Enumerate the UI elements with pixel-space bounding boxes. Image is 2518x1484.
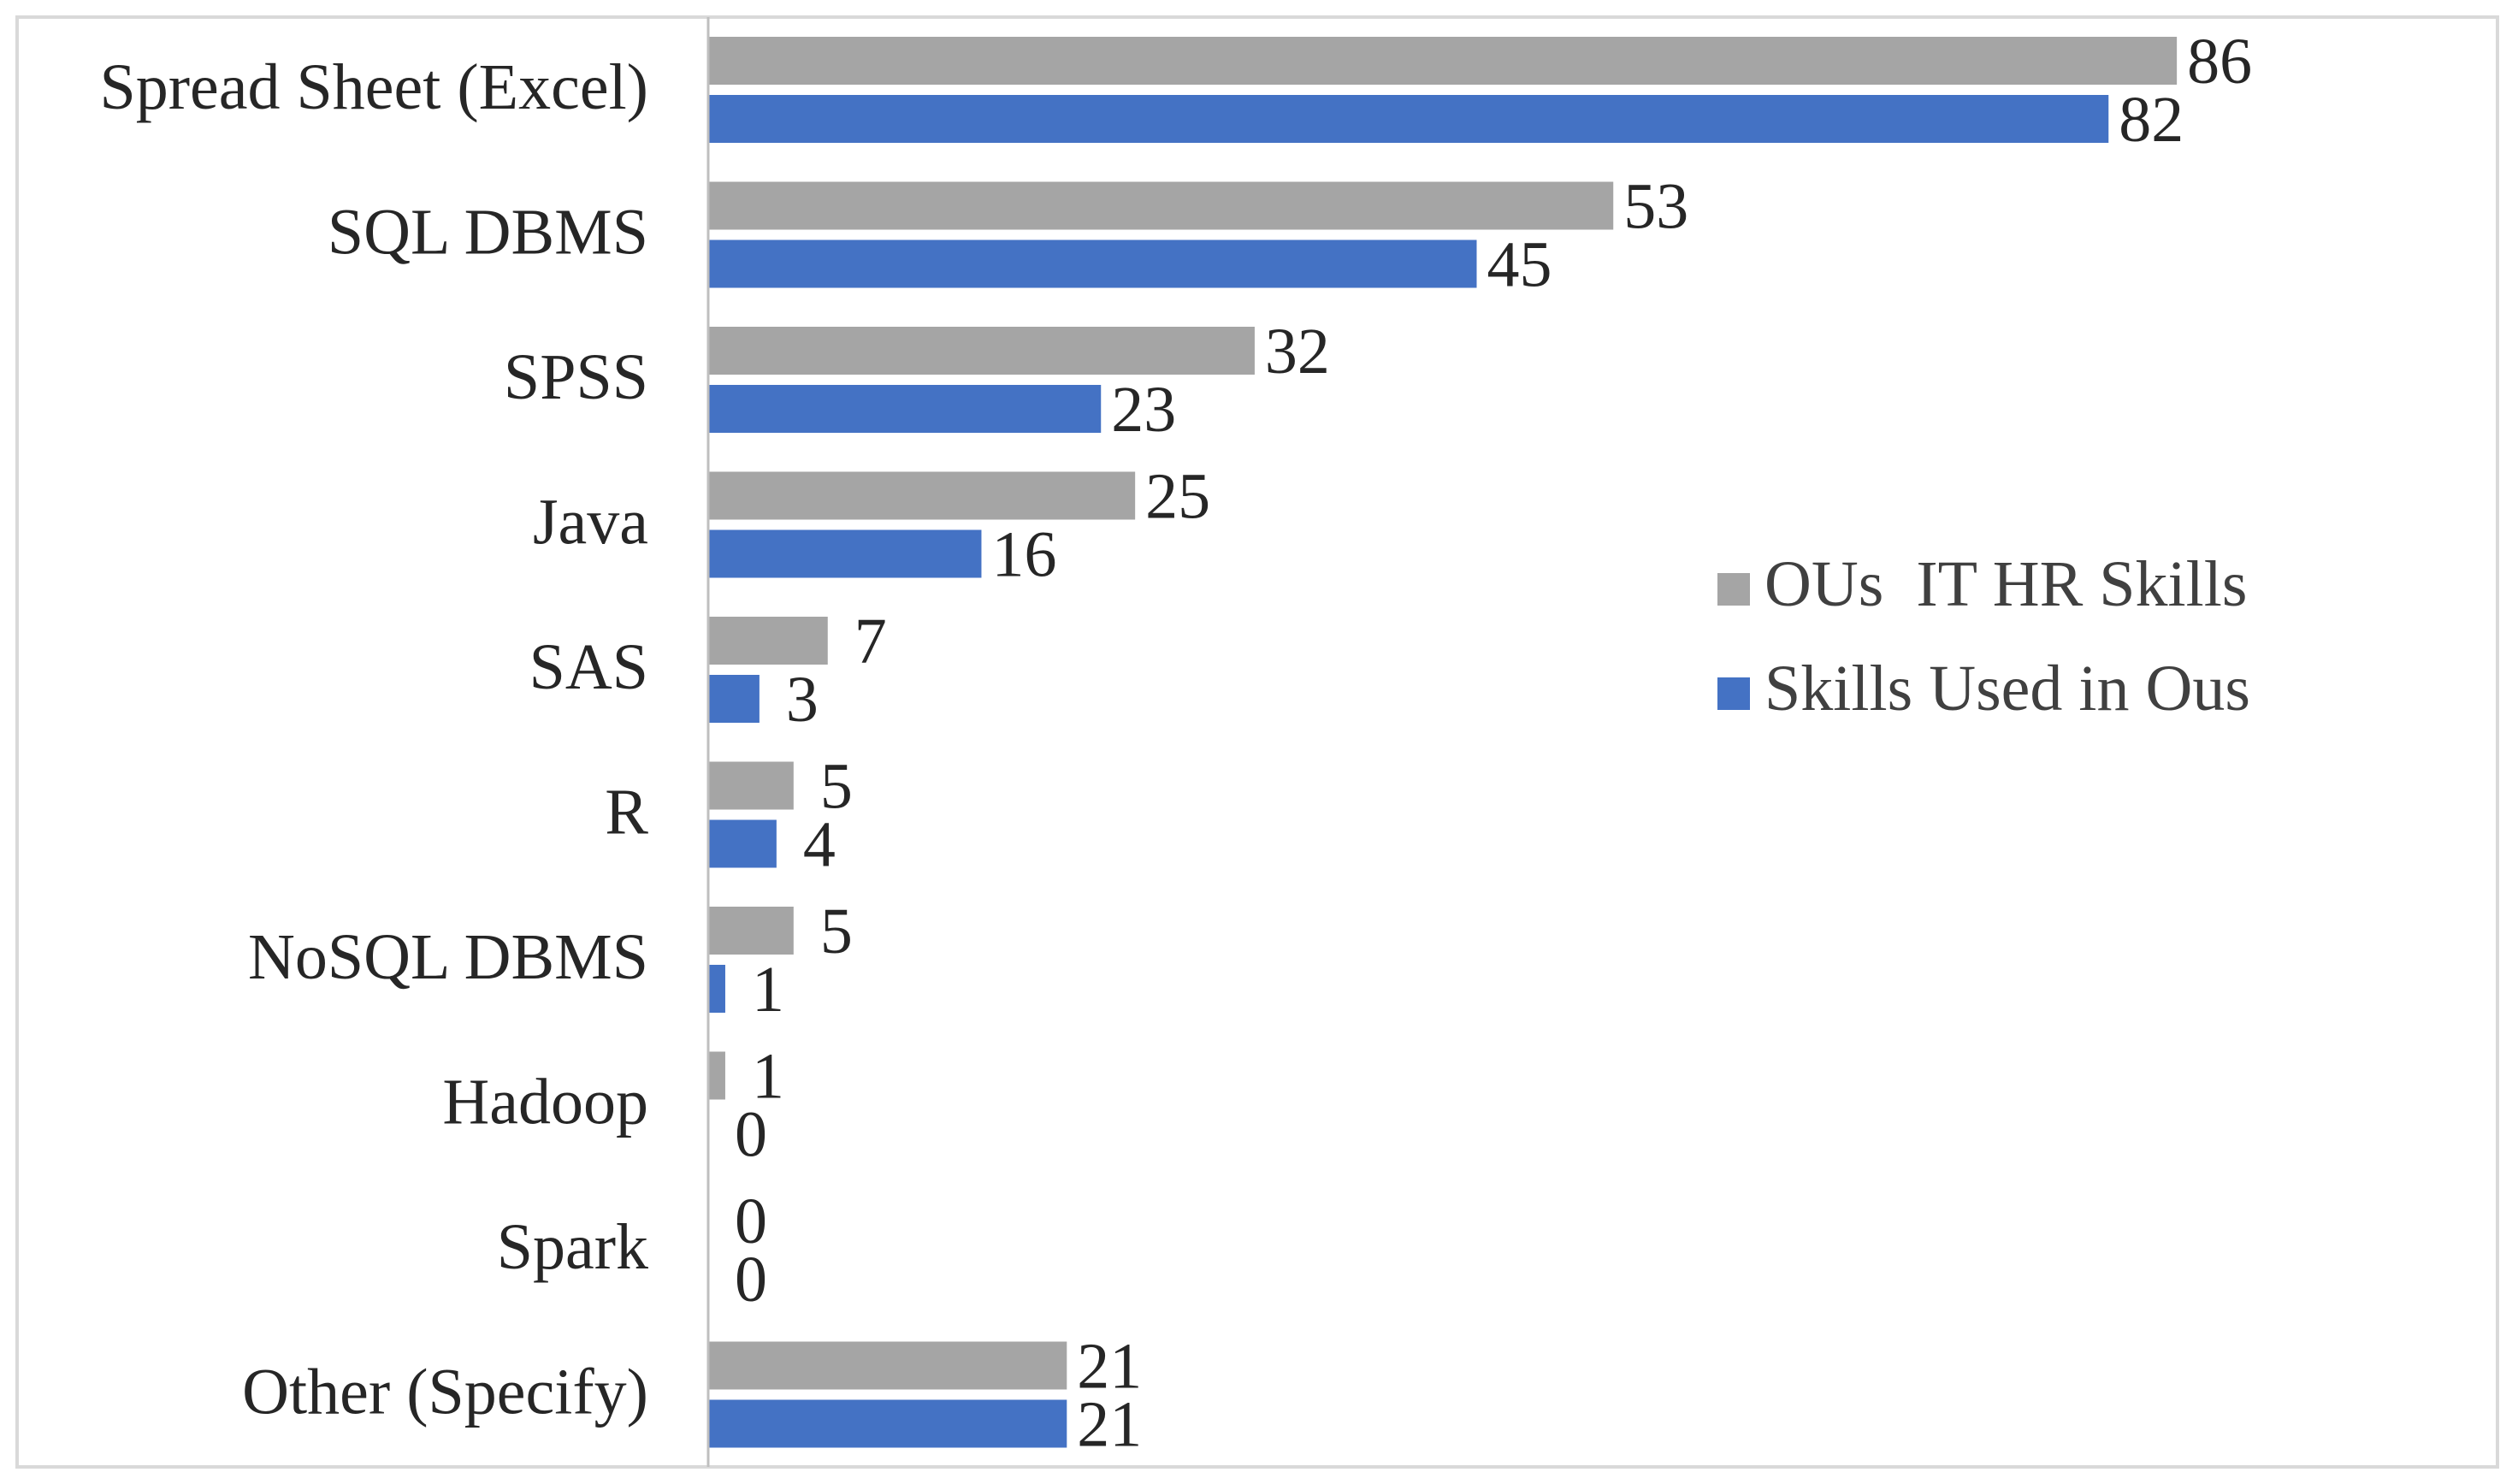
data-label-ous-it-hr-skills-other-specify: 21 (1077, 1331, 1142, 1403)
data-label-ous-it-hr-skills-nosql-dbms: 5 (820, 896, 853, 967)
bars-layer (708, 37, 2178, 1448)
legend-label-skills-used-in-ous: Skills Used in Ous (1764, 653, 2250, 724)
category-label-hadoop: Hadoop (442, 1066, 648, 1138)
bar-ous-it-hr-skills-sas (708, 617, 828, 665)
data-label-skills-used-in-ous-hadoop: 0 (735, 1099, 767, 1171)
data-label-skills-used-in-ous-spread-sheet-excel: 82 (2119, 84, 2184, 156)
data-label-skills-used-in-ous-sas: 3 (786, 664, 819, 736)
bar-ous-it-hr-skills-java (708, 471, 1136, 520)
data-label-skills-used-in-ous-r: 4 (803, 809, 836, 881)
legend: OUs IT HR Skills Skills Used in Ous (1717, 548, 2250, 724)
bar-ous-it-hr-skills-other-specify (708, 1341, 1067, 1390)
bar-ous-it-hr-skills-sql-dbms (708, 181, 1614, 230)
bar-skills-used-in-ous-sas (708, 675, 760, 723)
category-label-sql-dbms: SQL DBMS (328, 196, 648, 268)
bar-skills-used-in-ous-r (708, 819, 777, 868)
data-label-skills-used-in-ous-nosql-dbms: 1 (752, 954, 784, 1026)
category-label-spread-sheet-excel: Spread Sheet (Excel) (99, 51, 648, 123)
bar-ous-it-hr-skills-hadoop (708, 1051, 725, 1100)
data-label-ous-it-hr-skills-sas: 7 (854, 606, 887, 677)
data-label-ous-it-hr-skills-spss: 32 (1265, 316, 1330, 387)
data-label-ous-it-hr-skills-java: 25 (1145, 461, 1210, 533)
category-label-nosql-dbms: NoSQL DBMS (248, 921, 648, 993)
legend-swatch-skills-used-in-ous (1717, 677, 1750, 710)
category-label-other-specify: Other (Specify) (242, 1356, 648, 1428)
data-label-skills-used-in-ous-spss: 23 (1111, 374, 1176, 446)
bar-skills-used-in-ous-spss (708, 385, 1102, 433)
bar-skills-used-in-ous-nosql-dbms (708, 965, 725, 1013)
legend-swatch-ous-it-hr-skills (1717, 573, 1750, 606)
bar-skills-used-in-ous-spread-sheet-excel (708, 95, 2109, 143)
data-label-skills-used-in-ous-spark: 0 (735, 1244, 767, 1315)
bar-skills-used-in-ous-java (708, 529, 982, 578)
bar-ous-it-hr-skills-spss (708, 327, 1255, 375)
data-label-ous-it-hr-skills-hadoop: 1 (752, 1041, 784, 1113)
data-label-skills-used-in-ous-java: 16 (991, 519, 1056, 591)
data-label-skills-used-in-ous-other-specify: 21 (1077, 1389, 1142, 1461)
bar-ous-it-hr-skills-nosql-dbms (708, 907, 794, 955)
bar-skills-used-in-ous-sql-dbms (708, 239, 1477, 288)
legend-label-ous-it-hr-skills: OUs IT HR Skills (1764, 548, 2247, 620)
data-label-ous-it-hr-skills-r: 5 (820, 751, 853, 823)
bar-skills-used-in-ous-other-specify (708, 1399, 1067, 1448)
data-label-ous-it-hr-skills-spread-sheet-excel: 86 (2187, 26, 2252, 98)
bar-ous-it-hr-skills-r (708, 761, 794, 810)
data-label-ous-it-hr-skills-sql-dbms: 53 (1623, 171, 1688, 243)
category-label-spark: Spark (497, 1211, 648, 1283)
bar-ous-it-hr-skills-spread-sheet-excel (708, 37, 2178, 85)
category-label-java: Java (533, 486, 648, 558)
category-label-sas: SAS (529, 631, 648, 703)
category-label-r: R (605, 776, 648, 848)
category-label-spss: SPSS (504, 341, 648, 413)
data-label-skills-used-in-ous-sql-dbms: 45 (1487, 229, 1552, 301)
data-label-ous-it-hr-skills-spark: 0 (735, 1185, 767, 1257)
